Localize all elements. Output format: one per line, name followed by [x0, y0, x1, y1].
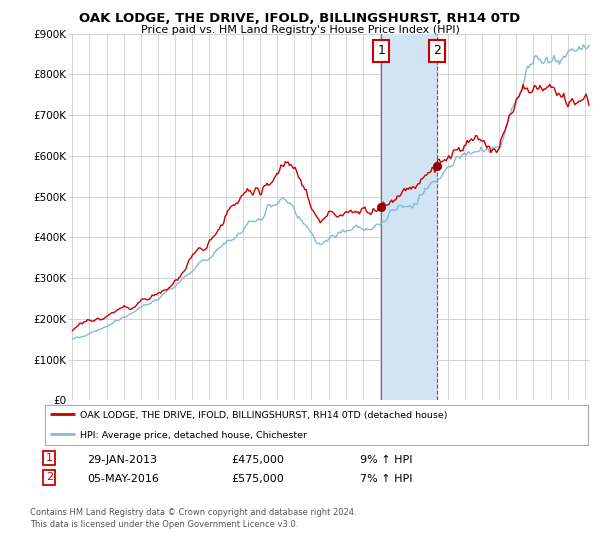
Text: OAK LODGE, THE DRIVE, IFOLD, BILLINGSHURST, RH14 0TD: OAK LODGE, THE DRIVE, IFOLD, BILLINGSHUR… — [79, 12, 521, 25]
Text: 05-MAY-2016: 05-MAY-2016 — [87, 474, 159, 484]
Text: OAK LODGE, THE DRIVE, IFOLD, BILLINGSHURST, RH14 0TD (detached house): OAK LODGE, THE DRIVE, IFOLD, BILLINGSHUR… — [80, 411, 448, 420]
Text: 9% ↑ HPI: 9% ↑ HPI — [360, 455, 413, 465]
Text: £575,000: £575,000 — [231, 474, 284, 484]
Text: Price paid vs. HM Land Registry's House Price Index (HPI): Price paid vs. HM Land Registry's House … — [140, 25, 460, 35]
Bar — [381, 34, 437, 400]
FancyBboxPatch shape — [373, 40, 389, 62]
Text: 29-JAN-2013: 29-JAN-2013 — [87, 455, 157, 465]
Text: 7% ↑ HPI: 7% ↑ HPI — [360, 474, 413, 484]
FancyBboxPatch shape — [429, 40, 445, 62]
Text: 2: 2 — [433, 44, 441, 58]
Text: 1: 1 — [377, 44, 385, 58]
Text: 2: 2 — [46, 472, 53, 482]
Text: Contains HM Land Registry data © Crown copyright and database right 2024.
This d: Contains HM Land Registry data © Crown c… — [30, 508, 356, 529]
Text: 1: 1 — [46, 453, 53, 463]
Text: £475,000: £475,000 — [231, 455, 284, 465]
Text: HPI: Average price, detached house, Chichester: HPI: Average price, detached house, Chic… — [80, 431, 307, 440]
